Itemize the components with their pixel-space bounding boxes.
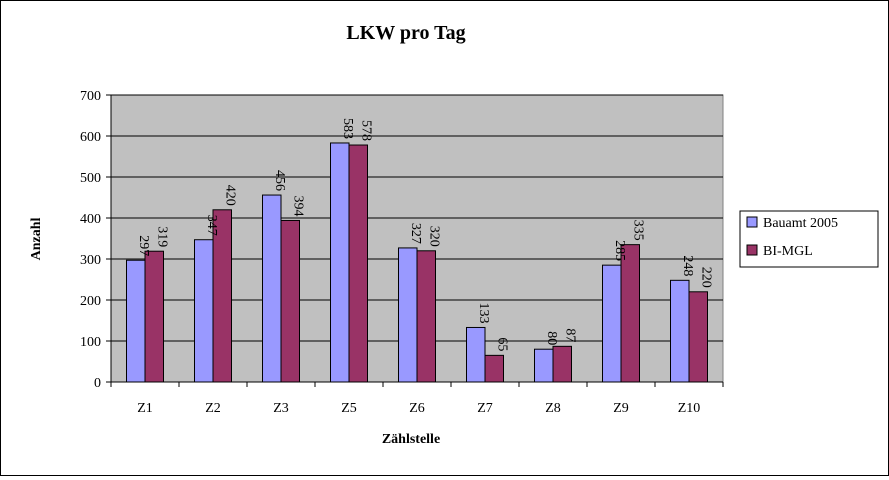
bar <box>126 259 146 383</box>
legend-label: Bauamt 2005 <box>763 216 838 231</box>
data-labels: 297 347 456 583 327 133 80 285 248 319 420 394 578 32… <box>136 118 713 351</box>
bar <box>144 250 164 383</box>
x-tick-label: Z1 <box>137 401 153 416</box>
data-label: 320 <box>426 226 441 247</box>
data-label: 133 <box>476 302 491 323</box>
y-tick-label: 700 <box>80 89 101 104</box>
x-tick-label: Z7 <box>477 401 493 416</box>
y-tick-label: 400 <box>80 212 101 227</box>
data-label: 285 <box>612 240 627 261</box>
bar <box>670 279 690 383</box>
y-tick-label: 100 <box>80 335 101 350</box>
bar <box>212 209 232 383</box>
bar <box>348 144 368 383</box>
y-tick-label: 200 <box>80 294 101 309</box>
data-label: 65 <box>494 337 509 351</box>
data-label: 394 <box>290 195 305 216</box>
data-label: 297 <box>136 235 151 256</box>
bar <box>194 239 214 383</box>
x-tick-label: Z10 <box>678 401 701 416</box>
y-tick-label: 600 <box>80 130 101 145</box>
bar <box>466 326 486 383</box>
x-tick-label: Z2 <box>205 401 221 416</box>
x-tick-label: Z5 <box>341 401 357 416</box>
bar <box>534 348 554 383</box>
bar <box>416 250 436 383</box>
bar <box>280 219 300 383</box>
legend-swatch <box>746 216 758 228</box>
data-label: 347 <box>204 215 219 236</box>
x-axis: Z1 Z2 Z3 Z5 Z6 Z7 Z8 Z9 Z10 <box>110 381 724 416</box>
chart-title: LKW pro Tag <box>346 22 465 44</box>
legend-box <box>739 210 879 268</box>
legend: Bauamt 2005 BI-MGL <box>739 210 879 268</box>
y-tick-label: 500 <box>80 171 101 186</box>
data-label: 327 <box>408 223 423 244</box>
data-label: 220 <box>698 267 713 288</box>
bar <box>620 244 640 383</box>
data-label: 80 <box>544 331 559 345</box>
data-label: 583 <box>340 118 355 139</box>
bar <box>262 194 282 383</box>
data-label: 456 <box>272 170 287 191</box>
x-axis-title: Zählstelle <box>382 432 440 447</box>
x-tick-label: Z8 <box>545 401 561 416</box>
bar <box>330 142 350 383</box>
bar <box>552 345 572 383</box>
bars <box>126 142 708 383</box>
y-axis: 0 100 200 300 400 500 600 700 <box>80 89 112 391</box>
bar <box>688 291 708 383</box>
y-tick-label: 0 <box>94 376 101 391</box>
data-label: 335 <box>630 220 645 241</box>
data-label: 248 <box>680 255 695 276</box>
bar <box>484 354 504 383</box>
data-label: 87 <box>562 328 577 342</box>
data-label: 319 <box>154 226 169 247</box>
bar <box>602 264 622 383</box>
x-tick-label: Z6 <box>409 401 425 416</box>
bar <box>398 247 418 383</box>
legend-label: BI-MGL <box>763 244 813 259</box>
legend-swatch <box>746 244 758 256</box>
data-label: 420 <box>222 185 237 206</box>
y-axis-title: Anzahl <box>29 218 44 261</box>
x-tick-label: Z9 <box>613 401 629 416</box>
x-tick-label: Z3 <box>273 401 289 416</box>
data-label: 578 <box>358 120 373 141</box>
y-tick-label: 300 <box>80 253 101 268</box>
